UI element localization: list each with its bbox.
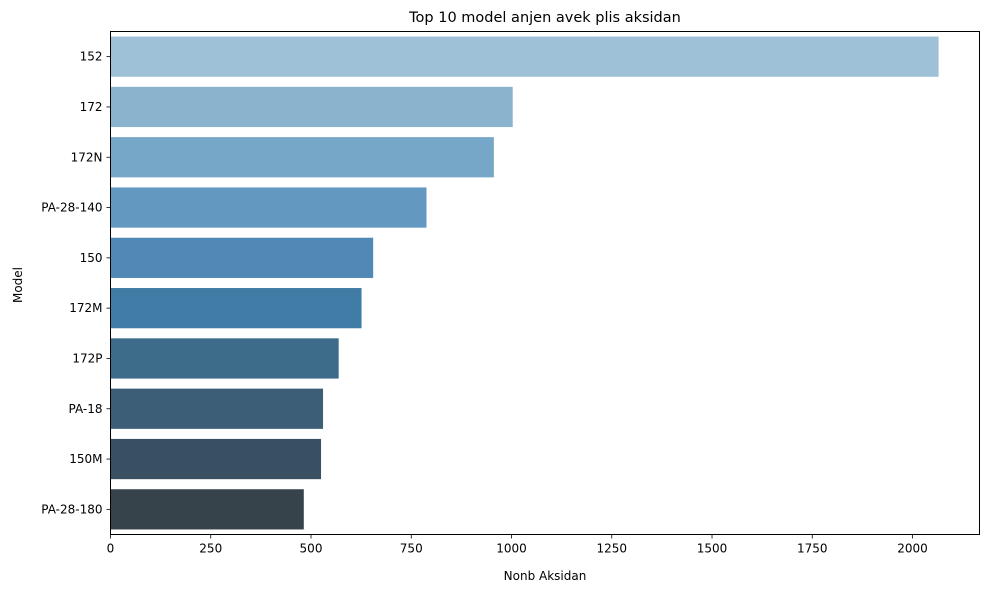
bar-PA-28-140	[110, 187, 427, 228]
bar-152	[110, 36, 939, 77]
y-tick-label: 172N	[71, 150, 103, 164]
bar-PA-18	[110, 388, 324, 429]
bar-172N	[110, 137, 494, 178]
x-tick-label: 0	[107, 542, 115, 556]
ticks-layer: 152 172 172N PA-28-140 150 172M 172P PA-18 150M P…	[41, 50, 928, 556]
y-tick-label: PA-18	[68, 402, 102, 416]
y-tick-label: 150M	[69, 452, 102, 466]
y-tick-label: 172M	[69, 301, 102, 315]
bar-150M	[110, 438, 322, 480]
x-tick-label: 1750	[797, 542, 828, 556]
x-tick-label: 250	[199, 542, 222, 556]
x-tick-label: 1250	[596, 542, 627, 556]
x-tick-label: 2000	[897, 542, 928, 556]
bar-172M	[110, 288, 362, 329]
bars-layer	[110, 36, 939, 530]
plot-frame	[110, 31, 980, 535]
x-tick-label: 1000	[496, 542, 527, 556]
bar-172	[110, 86, 513, 128]
y-tick-label: 152	[80, 50, 103, 64]
x-tick-label: 1500	[697, 542, 728, 556]
chart-title: Top 10 model anjen avek plis aksidan	[408, 10, 681, 26]
x-axis-label: Nonb Aksidan	[504, 569, 587, 583]
x-tick-label: 750	[400, 542, 423, 556]
x-tick-label: 500	[300, 542, 323, 556]
y-tick-label: 172P	[72, 351, 102, 365]
y-axis-label: Model	[11, 267, 25, 303]
bar-150	[110, 237, 374, 278]
y-tick-label: 172	[80, 100, 103, 114]
y-tick-label: PA-28-180	[41, 502, 102, 516]
y-tick-label: 150	[80, 251, 103, 265]
bar-PA-28-180	[110, 489, 304, 530]
bar-172P	[110, 338, 339, 379]
y-tick-label: PA-28-140	[41, 201, 102, 215]
